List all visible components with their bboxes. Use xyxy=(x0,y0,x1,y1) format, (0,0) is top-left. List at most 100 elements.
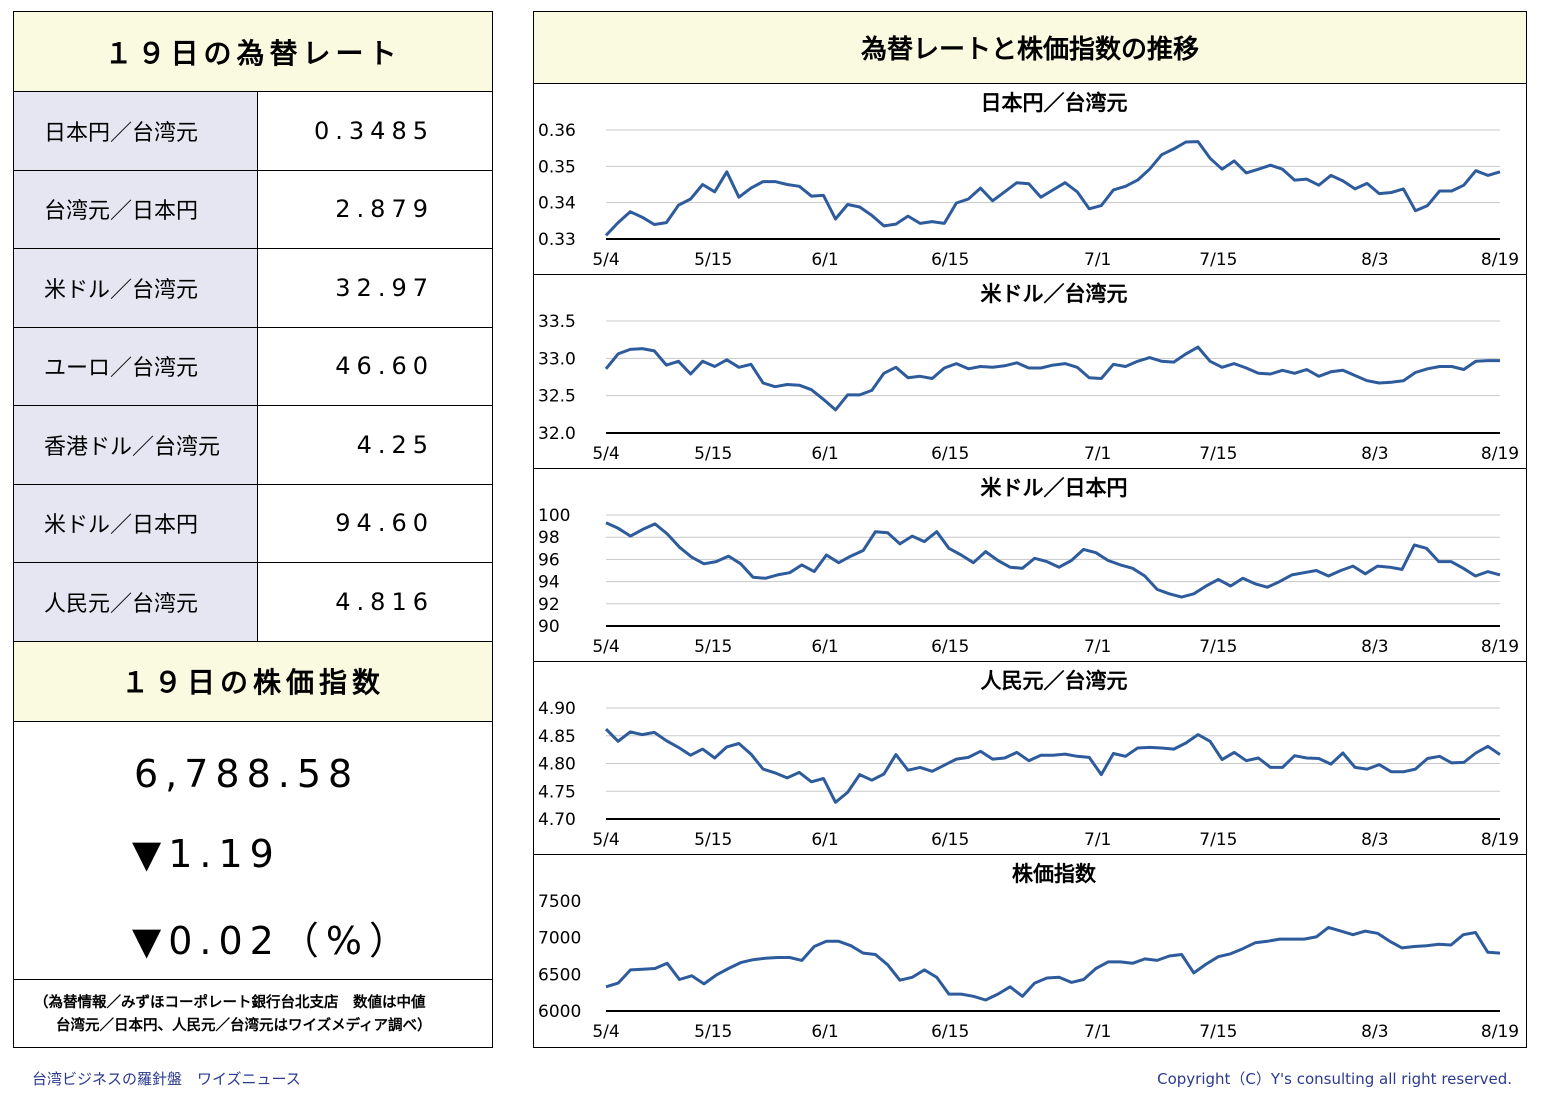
rate-label: 台湾元／日本円 xyxy=(14,170,258,248)
x-tick-label: 7/15 xyxy=(1199,1022,1237,1042)
rate-row: 香港ドル／台湾元 4.25 xyxy=(14,406,492,485)
x-tick-label: 7/15 xyxy=(1199,444,1237,464)
rate-value: 2.879 xyxy=(335,195,434,224)
x-tick-label: 6/1 xyxy=(811,444,838,464)
y-tick-label: 4.80 xyxy=(538,755,576,775)
rate-label: 米ドル／台湾元 xyxy=(14,249,258,327)
source-note: （為替情報／みずほコーポレート銀行台北支店 数値は中値 台湾元／日本円、人民元／… xyxy=(14,980,492,1038)
y-tick-label: 6000 xyxy=(538,1002,581,1022)
stock-index-value: 6,788.58 xyxy=(134,751,360,796)
chart-panel-usd-twd: 米ドル／台湾元 33.5 33.0 32.5 32.0 5/4 5/15 6/1 6/15 7/1… xyxy=(534,275,1526,469)
x-tick-label: 8/19 xyxy=(1481,637,1519,657)
x-tick-label: 8/19 xyxy=(1481,250,1519,270)
rate-value: 94.60 xyxy=(335,509,434,538)
y-tick-label: 90 xyxy=(538,617,560,637)
y-tick-label: 4.75 xyxy=(538,782,576,802)
x-tick-label: 8/19 xyxy=(1481,1022,1519,1042)
x-tick-label: 6/15 xyxy=(931,830,969,850)
rate-row: 日本円／台湾元 0.3485 xyxy=(14,92,492,171)
x-tick-label: 5/15 xyxy=(694,444,732,464)
rate-row: 人民元／台湾元 4.816 xyxy=(14,563,492,642)
rate-value: 32.97 xyxy=(335,273,434,302)
y-tick-label: 100 xyxy=(538,506,570,526)
y-tick-label: 94 xyxy=(538,573,560,593)
stock-summary: 6,788.58 ▼1.19 ▼0.02（%） xyxy=(14,722,492,980)
rate-value: 4.816 xyxy=(335,587,434,616)
footer-copyright: Copyright（C）Y's consulting all right res… xyxy=(1157,1070,1512,1088)
stock-change: ▼1.19 xyxy=(132,831,281,876)
rate-label: 日本円／台湾元 xyxy=(14,92,258,170)
x-tick-label: 8/3 xyxy=(1361,830,1388,850)
x-tick-label: 5/4 xyxy=(592,444,619,464)
trends-title: 為替レートと株価指数の推移 xyxy=(534,12,1526,84)
y-tick-label: 4.90 xyxy=(538,699,576,719)
x-tick-label: 8/19 xyxy=(1481,830,1519,850)
rate-row: ユーロ／台湾元 46.60 xyxy=(14,327,492,406)
x-tick-label: 7/1 xyxy=(1084,830,1111,850)
rate-value: 4.25 xyxy=(356,430,434,459)
rate-label: ユーロ／台湾元 xyxy=(14,327,258,405)
rate-label: 米ドル／日本円 xyxy=(14,484,258,562)
rates-table: 日本円／台湾元 0.3485 台湾元／日本円 2.879 米ドル／台湾元 32.97 ユーロ… xyxy=(14,92,492,642)
y-tick-label: 32.0 xyxy=(538,424,576,444)
source-note-line2: 台湾元／日本円、人民元／台湾元はワイズメディア調べ） xyxy=(56,1017,432,1034)
chart-title: 日本円／台湾元 xyxy=(981,91,1128,115)
x-tick-label: 6/1 xyxy=(811,250,838,270)
y-tick-label: 32.5 xyxy=(538,387,576,407)
x-tick-label: 6/15 xyxy=(931,637,969,657)
series-line xyxy=(605,925,1501,1002)
x-tick-label: 8/3 xyxy=(1361,250,1388,270)
y-tick-label: 96 xyxy=(538,550,560,570)
chart-stock-index: 株価指数 7500 7000 6500 6000 5/4 5/15 6/1 6/15 7/1 7/1… xyxy=(538,862,1519,1042)
x-tick-label: 7/15 xyxy=(1199,830,1237,850)
rate-row: 米ドル／台湾元 32.97 xyxy=(14,249,492,328)
x-tick-label: 6/1 xyxy=(811,1022,838,1042)
y-tick-label: 4.85 xyxy=(538,727,576,747)
stock-title: １９日の株価指数 xyxy=(14,641,492,722)
x-tick-label: 6/15 xyxy=(931,250,969,270)
y-tick-label: 98 xyxy=(538,528,560,548)
source-note-line1: （為替情報／みずほコーポレート銀行台北支店 数値は中値 xyxy=(34,994,426,1011)
y-tick-label: 7500 xyxy=(538,892,581,912)
x-tick-label: 8/3 xyxy=(1361,637,1388,657)
series-line xyxy=(604,140,1501,237)
chart-title: 人民元／台湾元 xyxy=(981,669,1128,693)
rates-title: １９日の為替レート xyxy=(14,12,492,92)
chart-title: 米ドル／台湾元 xyxy=(981,282,1128,306)
charts-container: 日本円／台湾元 0.36 0.35 0.34 0.33 5/4 5/15 6/1 6/15 7/1… xyxy=(534,84,1526,1047)
y-tick-label: 0.33 xyxy=(538,230,576,250)
y-tick-label: 33.0 xyxy=(538,349,576,369)
stock-change-percent: ▼0.02（%） xyxy=(132,918,414,963)
x-tick-label: 8/3 xyxy=(1361,444,1388,464)
rate-row: 米ドル／日本円 94.60 xyxy=(14,484,492,563)
x-tick-label: 7/15 xyxy=(1199,250,1237,270)
chart-panel-stock-index: 株価指数 7500 7000 6500 6000 5/4 5/15 6/1 6/15 7/1 7/1… xyxy=(534,855,1526,1047)
rate-row: 台湾元／日本円 2.879 xyxy=(14,170,492,249)
chart-title: 米ドル／日本円 xyxy=(981,476,1128,500)
chart-title: 株価指数 xyxy=(1012,862,1097,886)
x-tick-label: 5/4 xyxy=(592,830,619,850)
y-tick-label: 33.5 xyxy=(538,312,576,332)
chart-panel-usd-jpy: 米ドル／日本円 100 98 96 94 92 90 5/4 5/15 6/1 6/15 7/1 7/1… xyxy=(534,469,1526,662)
x-tick-label: 5/15 xyxy=(694,830,732,850)
y-tick-label: 92 xyxy=(538,595,560,615)
series-line xyxy=(604,728,1501,804)
x-tick-label: 5/4 xyxy=(592,637,619,657)
rate-label: 人民元／台湾元 xyxy=(14,563,258,641)
rate-value: 0.3485 xyxy=(314,116,434,145)
rates-panel: １９日の為替レート 日本円／台湾元 0.3485 台湾元／日本円 2.879 米ドル／台… xyxy=(13,11,493,1048)
rate-value: 46.60 xyxy=(335,352,434,381)
x-tick-label: 5/4 xyxy=(592,1022,619,1042)
x-tick-label: 7/1 xyxy=(1084,637,1111,657)
x-tick-label: 7/15 xyxy=(1199,637,1237,657)
y-tick-label: 0.36 xyxy=(538,121,576,141)
y-tick-label: 7000 xyxy=(538,929,581,949)
x-tick-label: 6/15 xyxy=(931,444,969,464)
trends-panel: 為替レートと株価指数の推移 日本円／台湾元 0.36 0.35 0.34 0.33 5/4… xyxy=(533,11,1527,1048)
x-tick-label: 5/4 xyxy=(592,250,619,270)
series-line xyxy=(604,345,1500,412)
y-tick-label: 0.34 xyxy=(538,194,576,214)
chart-panel-jpy-twd: 日本円／台湾元 0.36 0.35 0.34 0.33 5/4 5/15 6/1 6/15 7/1… xyxy=(534,84,1526,275)
y-tick-label: 6500 xyxy=(538,965,581,985)
